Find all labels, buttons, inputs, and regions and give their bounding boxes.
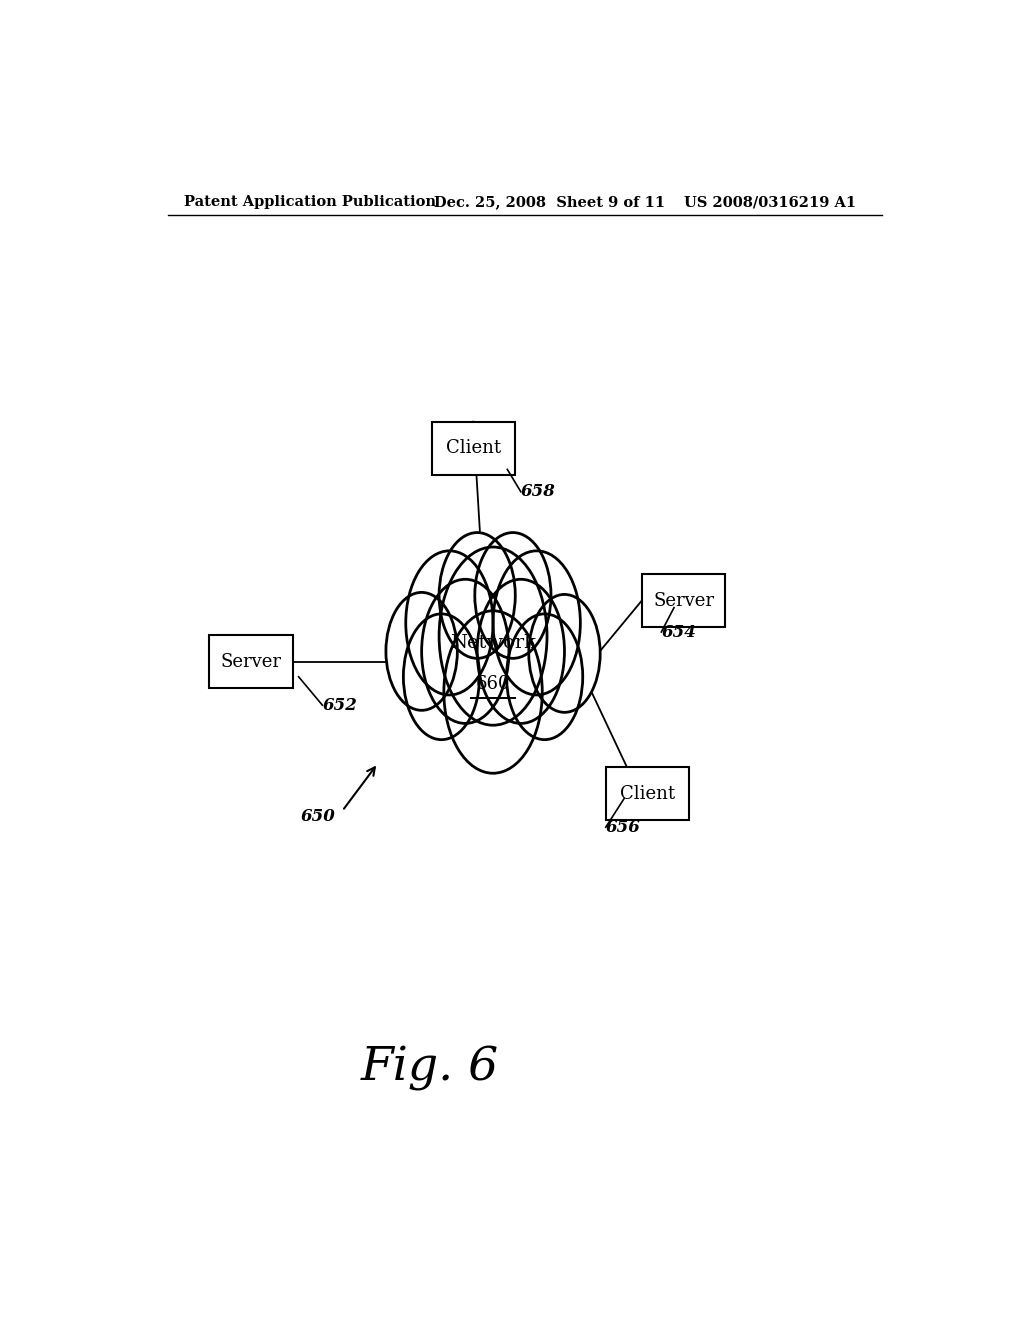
Ellipse shape xyxy=(406,550,494,694)
Ellipse shape xyxy=(493,550,581,694)
Text: 654: 654 xyxy=(662,623,696,640)
Ellipse shape xyxy=(403,614,479,739)
FancyBboxPatch shape xyxy=(209,635,293,688)
Text: 658: 658 xyxy=(521,483,556,500)
Ellipse shape xyxy=(443,611,543,774)
FancyBboxPatch shape xyxy=(431,421,515,474)
Ellipse shape xyxy=(439,532,515,659)
Ellipse shape xyxy=(386,593,458,710)
FancyBboxPatch shape xyxy=(642,574,725,627)
Text: 652: 652 xyxy=(323,697,357,714)
Text: 660: 660 xyxy=(476,675,510,693)
Ellipse shape xyxy=(422,579,509,723)
Text: 656: 656 xyxy=(606,818,641,836)
Text: 650: 650 xyxy=(301,808,336,825)
Ellipse shape xyxy=(477,579,564,723)
Ellipse shape xyxy=(475,532,551,659)
Text: US 2008/0316219 A1: US 2008/0316219 A1 xyxy=(684,195,856,209)
Text: Fig. 6: Fig. 6 xyxy=(360,1045,499,1090)
Text: Network: Network xyxy=(451,634,536,652)
Ellipse shape xyxy=(439,546,547,725)
Ellipse shape xyxy=(507,614,583,739)
Text: Client: Client xyxy=(445,440,501,457)
Text: Server: Server xyxy=(220,652,282,671)
Text: Client: Client xyxy=(621,784,676,803)
Ellipse shape xyxy=(528,594,600,713)
Text: Server: Server xyxy=(653,591,714,610)
Text: Dec. 25, 2008  Sheet 9 of 11: Dec. 25, 2008 Sheet 9 of 11 xyxy=(433,195,665,209)
FancyBboxPatch shape xyxy=(606,767,689,820)
Text: Patent Application Publication: Patent Application Publication xyxy=(183,195,435,209)
